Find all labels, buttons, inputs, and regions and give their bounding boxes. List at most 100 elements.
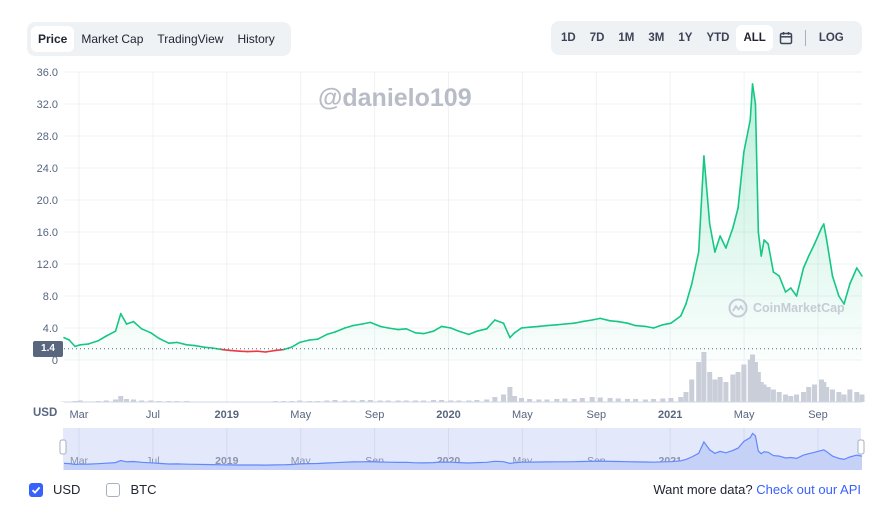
volume-bar [297,400,303,402]
tab-history[interactable]: History [237,32,275,46]
price-segment [626,322,637,327]
volume-bar [615,398,621,402]
volume-bar [783,394,789,402]
volume-bar [350,400,356,402]
price-segment [352,323,364,327]
price-segment [509,331,516,339]
coinmarketcap-logo: CoinMarketCap [728,298,845,318]
price-segment [725,227,734,249]
api-link[interactable]: Check out our API [756,482,861,497]
y-tick-label: 24.0 [37,163,58,175]
price-segment [690,251,700,285]
x-tick-label: 2020 [436,409,460,421]
legend-btc[interactable]: BTC [106,482,156,497]
price-segment [264,349,277,353]
volume-bar [332,400,338,402]
btc-checkbox[interactable] [106,482,121,497]
price-segment [132,320,143,330]
price-segment [494,319,505,325]
usd-checkbox[interactable] [29,482,43,497]
y-tick-label: 36.0 [37,67,58,79]
price-segment [158,337,170,345]
tab-tradingview[interactable]: TradingView [157,32,224,46]
range-1m[interactable]: 1M [618,32,635,44]
price-segment [822,223,828,241]
volume-bar [456,400,462,402]
volume-bar [118,396,124,402]
volume-bar [512,396,518,402]
volume-bar [439,400,445,402]
navigator-tick-label: 2019 [215,455,239,467]
price-segment [807,243,816,257]
price-area [64,84,862,360]
price-segment [150,331,160,340]
range-ytd[interactable]: YTD [706,32,730,44]
price-segment [119,312,128,325]
price-segment [298,339,311,344]
price-segment [763,239,769,245]
price-segment [556,323,566,326]
brand-text: CoinMarketCap [753,301,845,315]
navigator-line [63,432,863,466]
price-segment [838,295,845,305]
volume-bar [707,372,713,402]
volume-bar [660,398,666,402]
volume-bar [103,400,109,402]
volume-bar [776,392,782,402]
navigator-handle[interactable] [59,439,67,455]
price-segment [609,319,619,323]
volume-bar [466,400,472,402]
legend-usd[interactable]: USD [29,482,80,497]
volume-bar [836,392,842,402]
range-1d[interactable]: 1D [561,32,576,44]
range-3m[interactable]: 3M [648,32,665,44]
price-segment [778,275,787,293]
price-segment [757,231,763,257]
volume-bar [501,394,507,402]
range-all[interactable]: ALL [736,25,773,51]
navigator-handle[interactable] [857,439,865,455]
price-segment [760,239,765,257]
price-segment [679,303,687,317]
tab-market-cap[interactable]: Market Cap [81,32,144,46]
tab-price[interactable]: Price [31,26,75,52]
axis-currency-label: USD [33,407,58,419]
legend-usd-label: USD [53,482,81,497]
api-text: Want more data? [653,482,753,497]
volume-bar [794,394,800,402]
price-segment [670,315,682,325]
price-segment [387,327,399,331]
price-segment [849,267,858,285]
price-segment [754,103,760,233]
price-segment [211,347,223,351]
y-tick-label: 16.0 [37,227,58,239]
volume-bar [484,399,490,402]
price-segment [737,151,745,209]
volume-bar [507,387,513,402]
range-1y[interactable]: 1Y [678,32,693,44]
volume-bar [730,374,736,402]
volume-bar [448,400,454,402]
x-tick-label: Sep [587,409,607,421]
price-segment [652,323,664,329]
volume-bar [678,397,684,402]
volume-bar [562,398,568,402]
range-7d[interactable]: 7D [589,32,605,44]
price-segment [813,227,823,245]
price-chart[interactable]: 0 4.0 8.0 12.0 16.0 20.0 24.0 28.0 32.0 36.0 Mar Ju… [0,0,889,475]
price-segment [708,223,716,253]
volume-bar [607,398,613,402]
price-segment [767,243,775,273]
volume-bar [342,400,348,402]
price-segment [450,327,460,333]
api-promo: Want more data? Check out our API [653,482,861,497]
price-segment [125,320,135,325]
price-segment [617,320,629,325]
navigator-area [64,433,862,470]
calendar-icon[interactable] [773,25,799,51]
log-scale-toggle[interactable]: LOG [818,32,844,44]
x-tick-label: 2021 [658,409,682,421]
price-segment [644,325,655,329]
volume-bar [712,379,718,402]
price-segment [467,330,478,336]
